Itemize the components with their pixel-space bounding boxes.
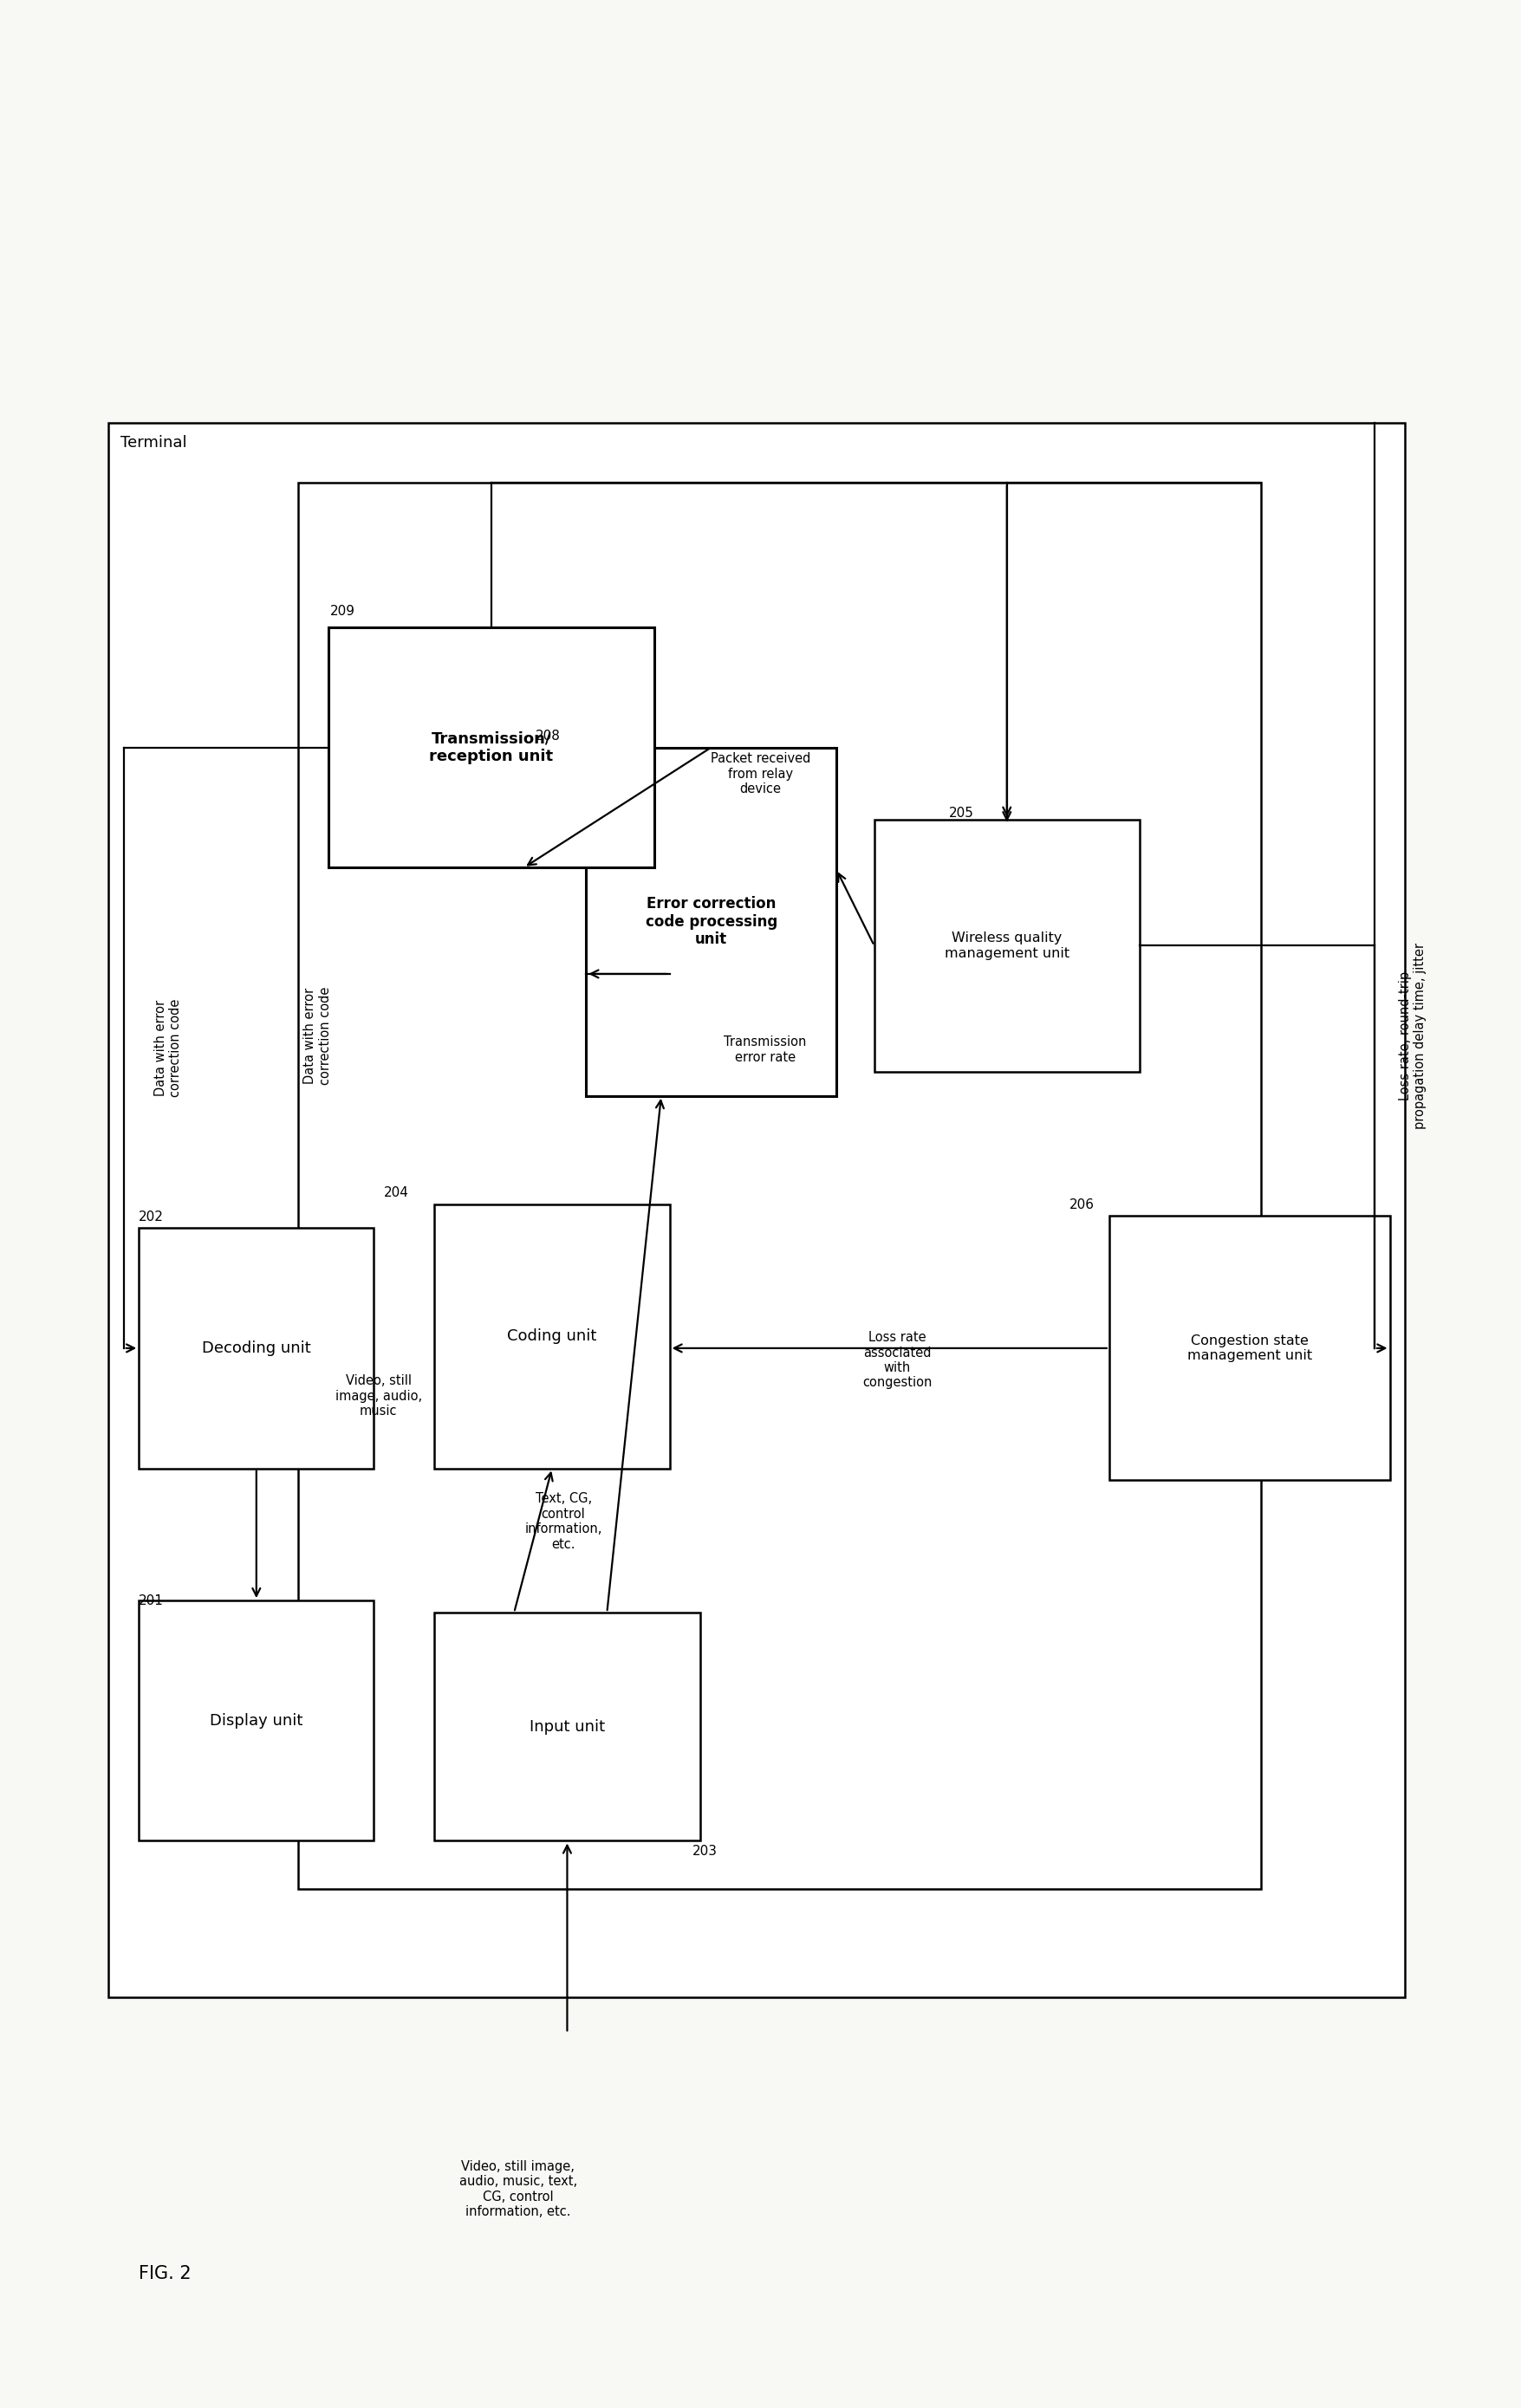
Bar (138, 1228, 374, 1469)
Text: 202: 202 (138, 1211, 164, 1223)
Bar (586, 746, 837, 1096)
Bar (435, 1613, 700, 1840)
Text: 203: 203 (692, 1845, 718, 1857)
Text: Video, still image,
audio, music, text,
CG, control
information, etc.: Video, still image, audio, music, text, … (459, 2160, 576, 2218)
Text: Wireless quality
management unit: Wireless quality management unit (945, 932, 1069, 961)
Text: 205: 205 (949, 807, 973, 819)
Text: Transmission
error rate: Transmission error rate (724, 1035, 806, 1064)
Text: Display unit: Display unit (210, 1712, 303, 1729)
Text: 208: 208 (535, 730, 560, 742)
Text: 209: 209 (330, 604, 354, 616)
Text: Error correction
code processing
unit: Error correction code processing unit (645, 896, 777, 946)
Text: Coding unit: Coding unit (506, 1329, 596, 1344)
Text: Data with error
correction code: Data with error correction code (154, 999, 183, 1098)
Bar (1109, 1216, 1390, 1481)
Text: Loss rate
associated
with
congestion: Loss rate associated with congestion (862, 1332, 932, 1389)
Text: 201: 201 (138, 1594, 164, 1609)
Text: Loss rate, round-trip
propagation delay time, jitter: Loss rate, round-trip propagation delay … (1398, 942, 1427, 1129)
Text: Data with error
correction code: Data with error correction code (304, 987, 332, 1086)
Bar (108, 424, 1405, 1996)
Text: Terminal: Terminal (120, 436, 187, 450)
Bar (435, 1204, 669, 1469)
Bar (138, 1601, 374, 1840)
Text: FIG. 2: FIG. 2 (138, 2266, 192, 2283)
Text: Transmission/
reception unit: Transmission/ reception unit (429, 730, 554, 763)
Bar (298, 484, 1261, 1888)
Text: Input unit: Input unit (529, 1719, 605, 1734)
Text: 204: 204 (383, 1187, 409, 1199)
Text: 206: 206 (1069, 1199, 1094, 1211)
Text: Congestion state
management unit: Congestion state management unit (1186, 1334, 1313, 1363)
Bar (329, 626, 654, 867)
Text: Decoding unit: Decoding unit (202, 1341, 310, 1356)
Text: Text, CG,
control
information,
etc.: Text, CG, control information, etc. (525, 1493, 602, 1551)
Text: Packet received
from relay
device: Packet received from relay device (710, 751, 811, 795)
Bar (875, 819, 1139, 1072)
Text: Video, still
image, audio,
music: Video, still image, audio, music (335, 1375, 421, 1418)
